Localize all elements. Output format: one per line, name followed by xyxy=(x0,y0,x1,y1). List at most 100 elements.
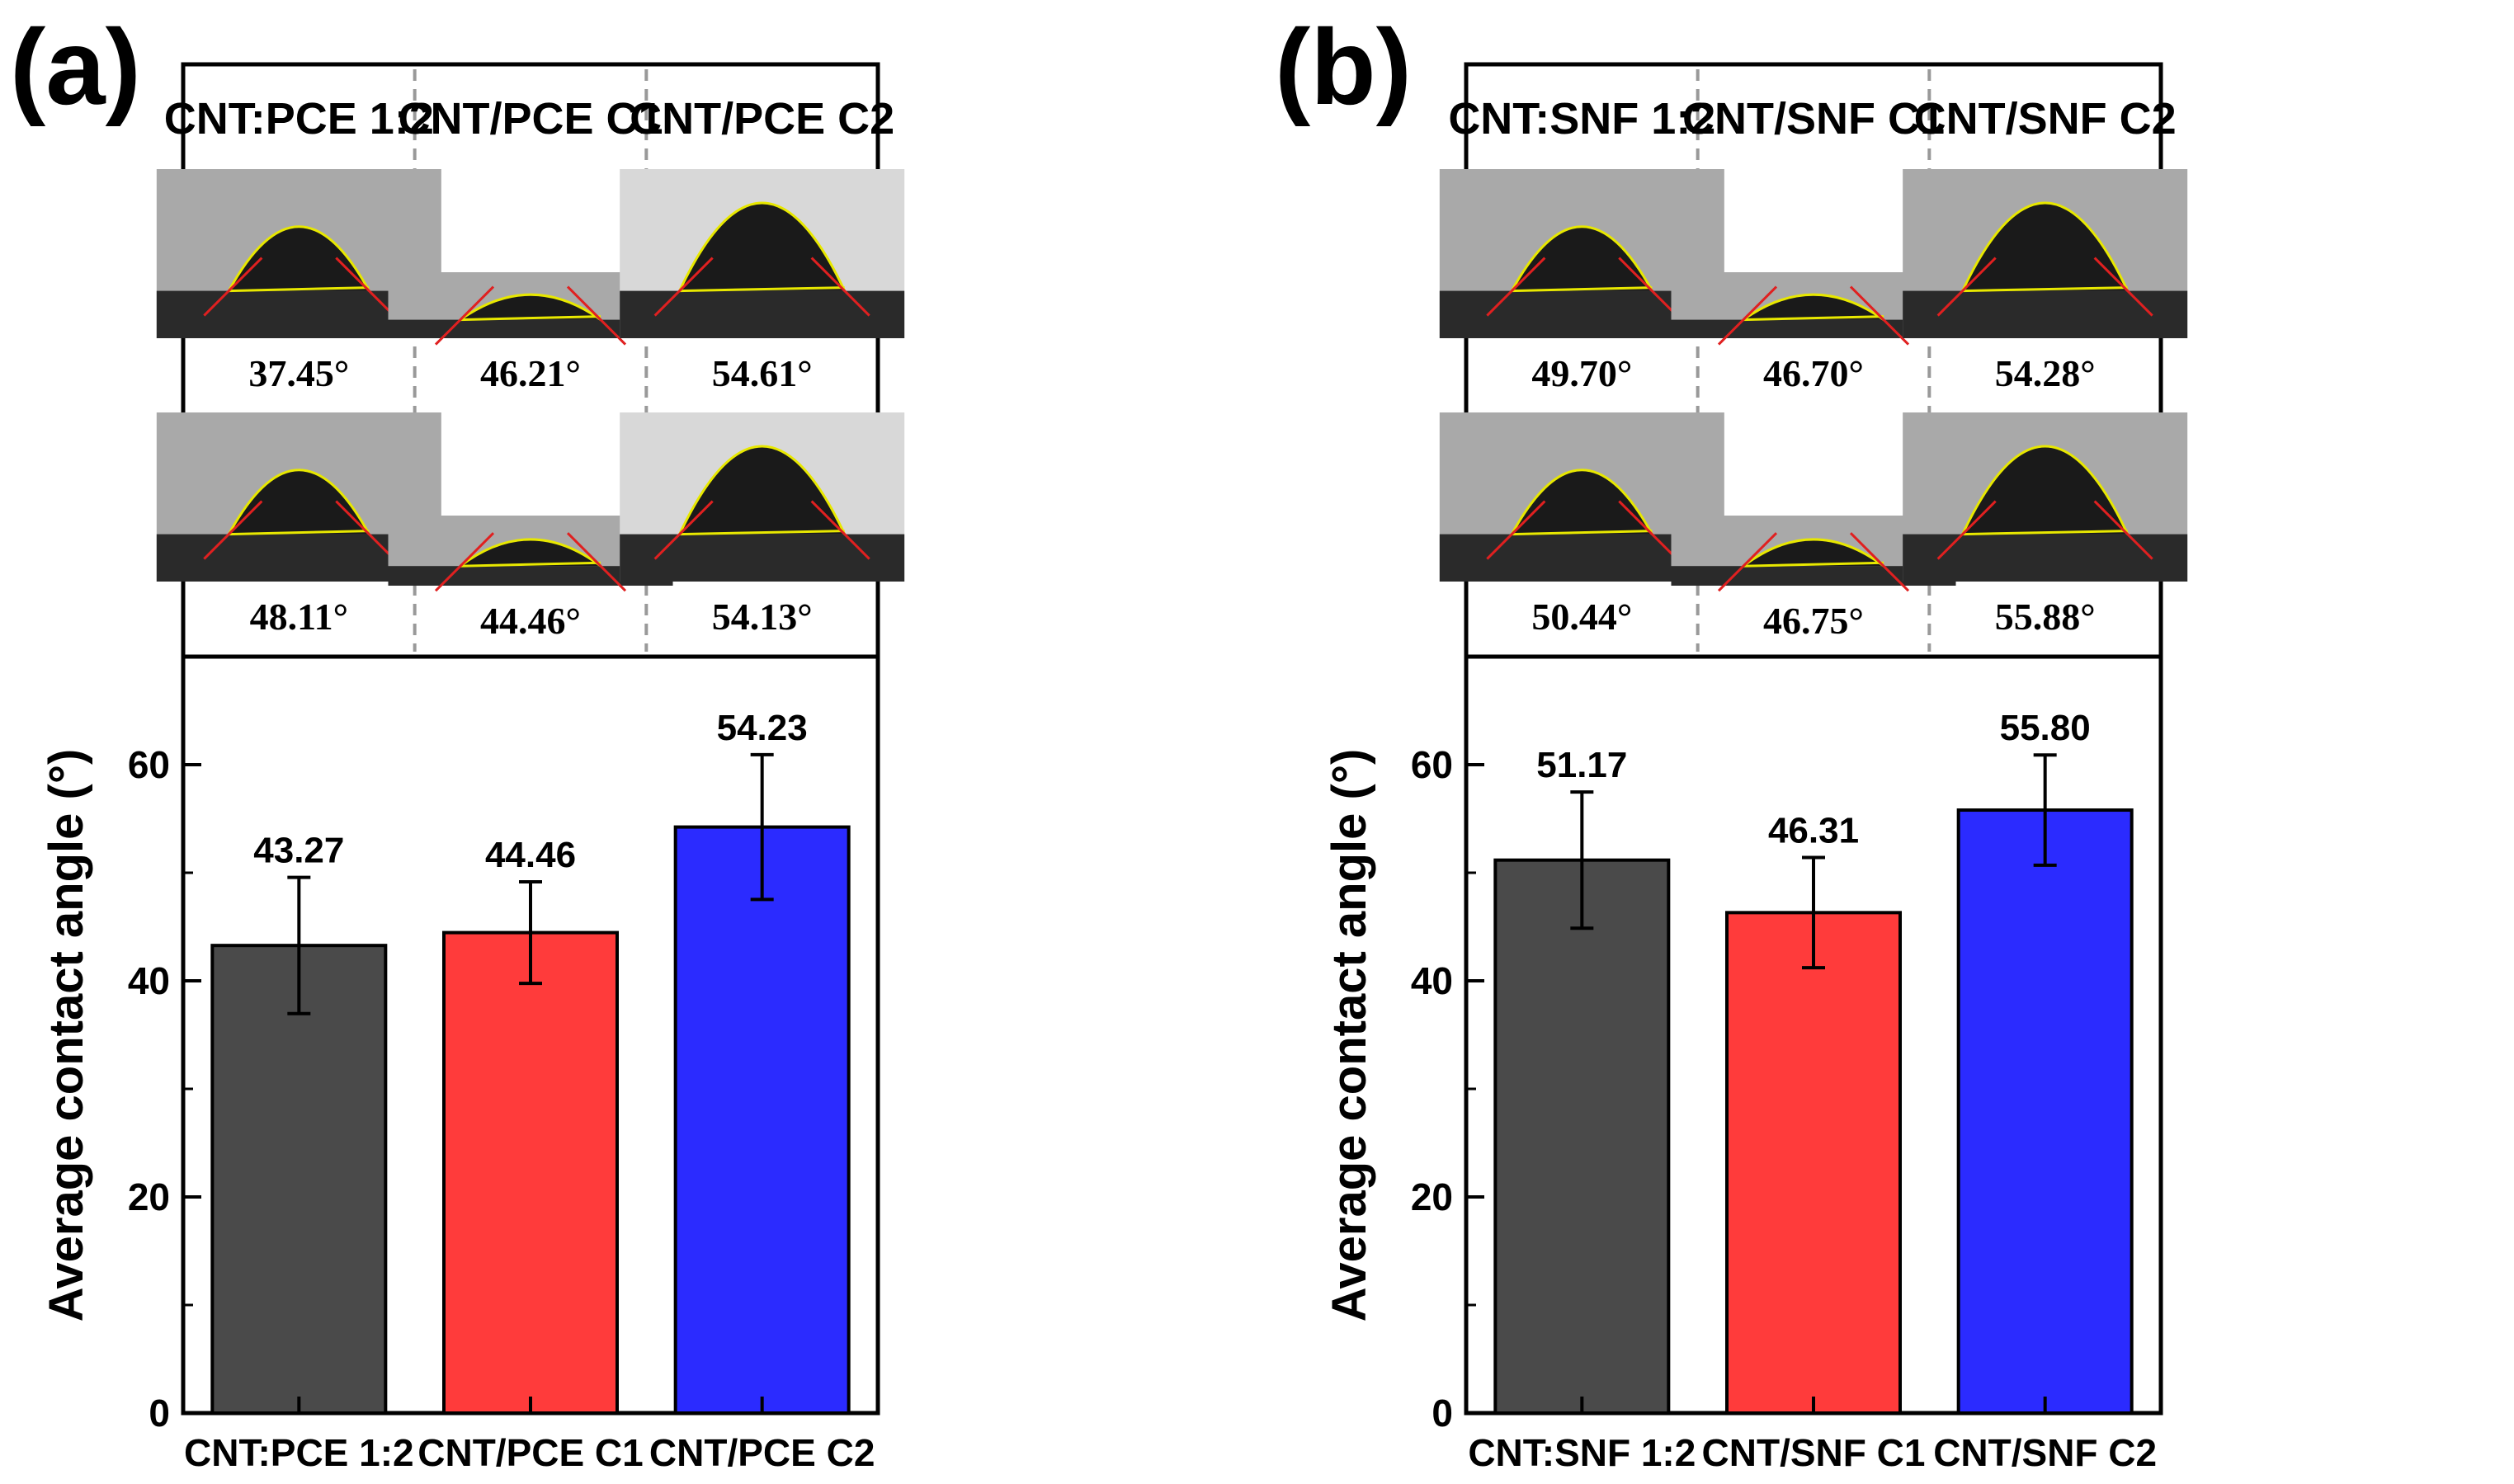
contact-angle-label: 48.11° xyxy=(250,596,348,638)
x-category-label: CNT/SNF C1 xyxy=(1702,1431,1926,1474)
contact-angle-label: 54.13° xyxy=(712,596,813,638)
bar xyxy=(1956,808,2134,1415)
contact-angle-label: 49.70° xyxy=(1531,352,1632,394)
baseline xyxy=(1743,315,1884,322)
photo-column-title: CNT:PCE 1:2 xyxy=(164,94,434,144)
baseline xyxy=(679,530,845,536)
tangent-line-left xyxy=(1717,285,1778,346)
photo-column-title: CNT:SNF 1:2 xyxy=(1448,94,1715,144)
bar xyxy=(442,930,619,1415)
photo-grid-a: CNT:PCE 1:2 37.45° 48.11° CNT/PCE C1 46.21° 4… xyxy=(156,69,905,652)
tangent-line-left xyxy=(1936,257,1997,317)
baseline xyxy=(679,286,845,293)
droplet-photo xyxy=(620,169,905,338)
baseline xyxy=(1512,530,1653,536)
fit-curve xyxy=(1743,293,1884,321)
contact-angle-label: 46.75° xyxy=(1763,600,1864,642)
tangent-line-right xyxy=(1618,500,1678,560)
tangent-line-left xyxy=(434,532,495,592)
fit-curve xyxy=(228,225,370,292)
baseline xyxy=(460,561,601,568)
contact-angle-label: 46.70° xyxy=(1763,352,1864,394)
tangent-line-right xyxy=(2093,257,2153,317)
fit-curve xyxy=(228,469,370,535)
tangent-line-right xyxy=(335,257,395,317)
bar xyxy=(673,825,851,1415)
droplet-photo xyxy=(1903,169,2188,338)
baseline xyxy=(460,315,601,322)
panel-a: (a) CNT:PCE 1:2 37.45° 48.11° CNT/PCE C1 46.… xyxy=(10,7,905,1474)
photo-column-title: CNT/SNF C2 xyxy=(1914,94,2177,144)
baseline xyxy=(1743,561,1884,568)
y-tick-label: 60 xyxy=(128,743,170,786)
y-axis-title-a: Average contact angle (°) xyxy=(40,749,93,1322)
tangent-line-left xyxy=(1486,500,1546,560)
fit-curve xyxy=(678,445,847,535)
panel-letter-b: (b) xyxy=(1275,7,1412,127)
bar-value-label: 46.31 xyxy=(1768,811,1859,851)
baseline xyxy=(1512,286,1653,293)
contact-angle-label: 54.61° xyxy=(712,352,813,394)
y-tick-label: 40 xyxy=(1411,959,1453,1002)
tangent-line-right xyxy=(1618,257,1678,317)
y-axis-title-b: Average contact angle (°) xyxy=(1323,749,1376,1322)
y-tick-label: 0 xyxy=(1432,1392,1453,1435)
tangent-line-left xyxy=(1717,532,1778,592)
tangent-line-right xyxy=(1849,532,1910,592)
tangent-line-right xyxy=(1849,285,1910,346)
photo-column-title: CNT/PCE C2 xyxy=(630,94,894,144)
tangent-line-left xyxy=(203,257,263,317)
bar xyxy=(1725,911,1902,1415)
fit-curve xyxy=(1961,201,2130,292)
x-category-label: CNT/PCE C2 xyxy=(649,1431,875,1474)
fit-curve xyxy=(678,201,847,292)
panel-b: (b) CNT:SNF 1:2 49.70° 50.44° CNT/SNF C1 46.… xyxy=(1275,7,2188,1474)
bar-chart-b: 0 20 40 60 51.17 CNT:SNF 1:2 46.31 CNT/SNF C1 55… xyxy=(1411,708,2157,1474)
bar xyxy=(1493,858,1671,1415)
bar-value-label: 43.27 xyxy=(253,831,344,871)
tangent-line-right xyxy=(566,532,627,592)
tangent-line-left xyxy=(203,500,263,560)
tangent-line-right xyxy=(810,500,870,560)
y-tick-label: 20 xyxy=(1411,1175,1453,1218)
tangent-line-right xyxy=(335,500,395,560)
bar-value-label: 55.80 xyxy=(2000,708,2091,748)
x-category-label: CNT/PCE C1 xyxy=(417,1431,643,1474)
droplet-photo xyxy=(1903,412,2188,582)
bar-value-label: 54.23 xyxy=(717,708,808,748)
baseline xyxy=(229,286,370,293)
fit-curve xyxy=(460,538,601,568)
fit-curve xyxy=(1511,469,1653,535)
fit-curve xyxy=(1961,445,2130,535)
tangent-line-left xyxy=(653,257,714,317)
baseline xyxy=(1962,286,2128,293)
droplet-photo xyxy=(620,412,905,582)
photo-column-title: CNT/PCE C1 xyxy=(398,94,663,144)
fit-curve xyxy=(1743,538,1884,568)
x-category-label: CNT/SNF C2 xyxy=(1933,1431,2157,1474)
fit-curve xyxy=(1511,225,1653,292)
baseline xyxy=(1962,530,2128,536)
tangent-line-left xyxy=(434,285,495,346)
bar-value-label: 51.17 xyxy=(1536,745,1627,785)
contact-angle-label: 50.44° xyxy=(1531,596,1632,638)
contact-angle-label: 55.88° xyxy=(1995,596,2096,638)
tangent-line-left xyxy=(1936,500,1997,560)
tangent-line-right xyxy=(2093,500,2153,560)
y-tick-label: 20 xyxy=(128,1175,170,1218)
tangent-line-right xyxy=(566,285,627,346)
y-tick-label: 60 xyxy=(1411,743,1453,786)
x-category-label: CNT:SNF 1:2 xyxy=(1468,1431,1696,1474)
tangent-line-right xyxy=(810,257,870,317)
bar-value-label: 44.46 xyxy=(485,835,576,875)
bar xyxy=(210,944,388,1415)
tangent-line-left xyxy=(1486,257,1546,317)
panel-letter-a: (a) xyxy=(10,7,141,127)
photo-grid-b: CNT:SNF 1:2 49.70° 50.44° CNT/SNF C1 46.70° 4… xyxy=(1439,69,2188,652)
contact-angle-label: 54.28° xyxy=(1995,352,2096,394)
y-tick-label: 40 xyxy=(128,959,170,1002)
contact-angle-label: 37.45° xyxy=(248,352,349,394)
x-category-label: CNT:PCE 1:2 xyxy=(184,1431,414,1474)
contact-angle-label: 44.46° xyxy=(480,600,581,642)
